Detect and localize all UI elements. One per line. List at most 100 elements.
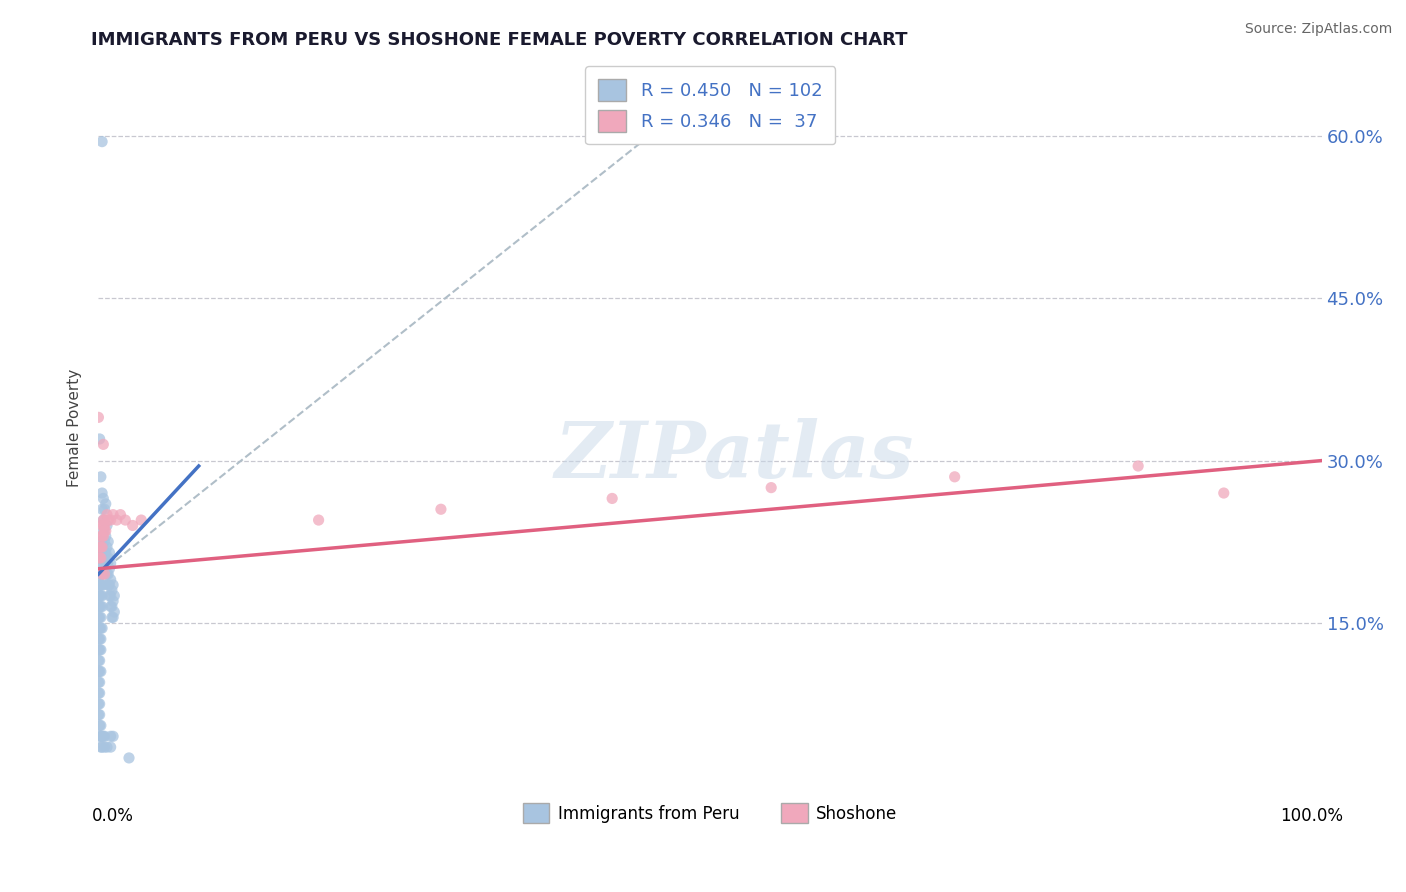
Point [87, 707, 110, 722]
Point [94, 497, 117, 511]
Point [93, 513, 115, 527]
Point [90, 740, 112, 755]
Text: Source: ZipAtlas.com: Source: ZipAtlas.com [1244, 22, 1392, 37]
Point [91, 540, 114, 554]
Text: 100.0%: 100.0% [1279, 807, 1343, 825]
Point [103, 605, 125, 619]
Point [97, 513, 120, 527]
Point [87, 642, 110, 657]
Point [90, 567, 112, 582]
Point [91, 578, 114, 592]
Point [93, 740, 115, 755]
Point [114, 513, 136, 527]
Point [93, 545, 115, 559]
Point [91, 557, 114, 571]
Point [90, 729, 112, 743]
Point [93, 567, 115, 582]
Point [101, 594, 124, 608]
Point [97, 567, 120, 582]
Point [96, 540, 118, 554]
Point [90, 550, 112, 565]
Point [100, 573, 122, 587]
Point [87, 567, 110, 582]
Point [100, 557, 122, 571]
Point [129, 513, 152, 527]
Point [87, 550, 110, 565]
Text: 0.0%: 0.0% [91, 807, 134, 825]
Point [91, 545, 114, 559]
Point [87, 550, 110, 565]
Point [430, 502, 453, 516]
Point [96, 518, 118, 533]
Point [87, 410, 110, 425]
Point [90, 529, 112, 543]
Point [96, 740, 118, 755]
Point [89, 654, 111, 668]
Point [91, 567, 114, 582]
Point [87, 654, 110, 668]
Point [98, 578, 121, 592]
Point [97, 578, 120, 592]
Point [90, 610, 112, 624]
Point [90, 470, 112, 484]
Point [89, 675, 111, 690]
Y-axis label: Female Poverty: Female Poverty [67, 369, 83, 487]
Point [91, 513, 114, 527]
Point [91, 599, 114, 614]
Point [91, 529, 114, 543]
Text: IMMIGRANTS FROM PERU VS SHOSHONE FEMALE POVERTY CORRELATION CHART: IMMIGRANTS FROM PERU VS SHOSHONE FEMALE … [91, 31, 908, 49]
Point [87, 578, 110, 592]
Point [87, 589, 110, 603]
Point [89, 621, 111, 635]
Point [89, 697, 111, 711]
Point [91, 437, 114, 451]
Point [87, 540, 110, 554]
Point [94, 529, 117, 543]
Point [89, 665, 111, 679]
Point [91, 540, 114, 554]
Point [110, 508, 132, 522]
Point [93, 534, 115, 549]
Point [89, 540, 111, 554]
Point [89, 707, 111, 722]
Point [87, 686, 110, 700]
Point [96, 567, 118, 582]
Point [91, 729, 114, 743]
Point [1212, 486, 1234, 500]
Point [761, 481, 783, 495]
Point [101, 729, 124, 743]
Point [90, 589, 112, 603]
Point [89, 589, 111, 603]
Point [94, 545, 117, 559]
Point [91, 529, 114, 543]
Point [103, 589, 125, 603]
Point [93, 502, 115, 516]
Point [121, 518, 143, 533]
Point [90, 578, 112, 592]
Point [94, 524, 117, 538]
Point [91, 621, 114, 635]
Point [105, 513, 128, 527]
Point [90, 540, 112, 554]
Point [101, 578, 124, 592]
Point [89, 642, 111, 657]
Point [98, 562, 121, 576]
Point [91, 740, 114, 755]
Point [90, 550, 112, 565]
Point [87, 599, 110, 614]
Point [97, 534, 120, 549]
Point [90, 718, 112, 732]
Point [91, 518, 114, 533]
Point [89, 718, 111, 732]
Point [93, 524, 115, 538]
Point [89, 599, 111, 614]
Point [91, 589, 114, 603]
Point [93, 550, 115, 565]
Point [100, 729, 122, 743]
Point [89, 729, 111, 743]
Point [1128, 458, 1150, 473]
Point [101, 508, 124, 522]
Point [91, 567, 114, 582]
Point [118, 751, 141, 765]
Point [96, 508, 118, 522]
